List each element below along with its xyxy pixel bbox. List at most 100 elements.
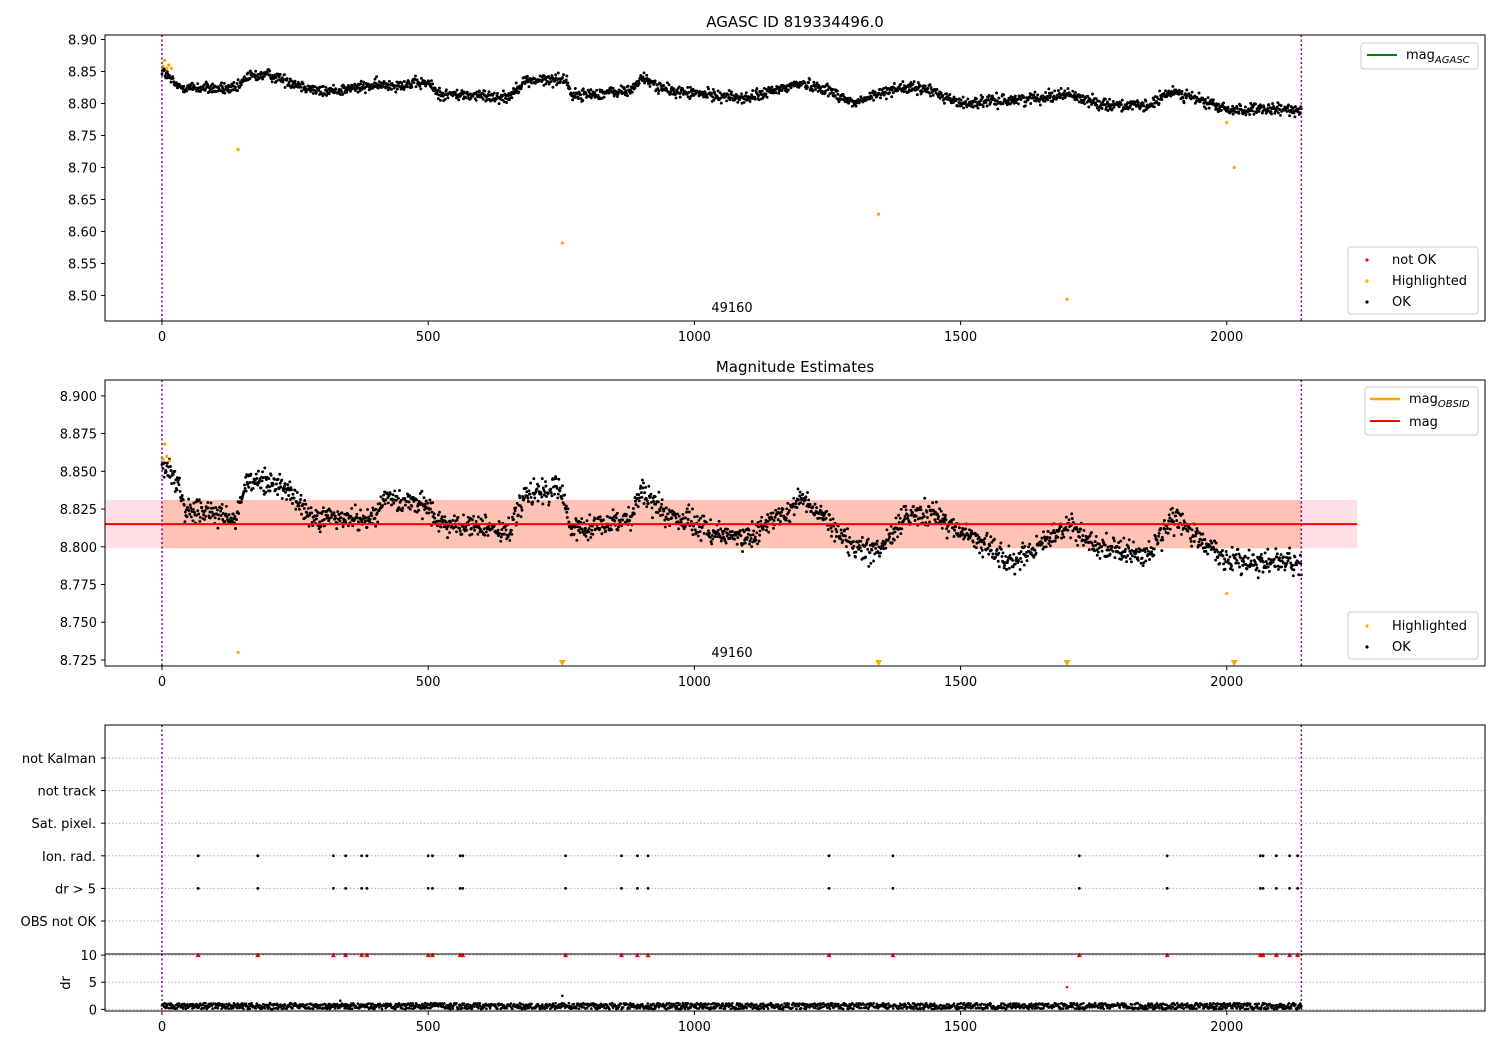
magnitude-ok-point [336,510,340,514]
magnitude-ok-point [1096,550,1100,554]
agasc-ok-point [1022,96,1026,100]
magnitude-ok-point [586,538,590,542]
magnitude-ok-point [818,516,822,520]
magnitude-ok-point [242,489,246,493]
obsid-legend-sub: OBSID [1438,399,1470,410]
magnitude-ok-point [824,516,828,520]
magnitude-ok-point [325,516,329,520]
magnitude-ok-point [510,532,514,536]
magnitude-ok-point [206,501,210,504]
agasc-ok-point [872,98,876,102]
agasc-ok-point [1108,97,1112,101]
agasc-ytick-label: 8.90 [68,33,97,48]
magnitude-ok-point [1148,558,1151,561]
agasc-highlighted-point [1232,165,1236,170]
magnitude-ok-point [384,498,388,502]
magnitude-ok-point [399,498,403,502]
magnitude-ok-point [796,487,800,491]
flag-point [620,887,623,890]
magnitude-ok-point [175,488,179,492]
magnitude-ok-point [883,541,887,545]
agasc-ok-point [656,92,660,95]
agasc-highlighted-point [876,212,881,216]
agasc-ok-point [577,97,580,101]
magnitude-ok-point [219,514,223,517]
agasc-ok-point [362,80,366,84]
magnitude-ok-point [631,507,635,510]
magnitude-ok-point [1166,526,1170,530]
magnitude-ok-point [251,486,255,490]
magnitude-ok-point [1297,573,1301,577]
agasc-ok-point [387,79,391,83]
magnitude-ok-point [636,505,640,509]
agasc-ok-point [528,76,532,80]
agasc-ok-point [985,104,989,108]
magnitude-ok-point [168,475,172,479]
magnitude-ok-point [1062,535,1066,539]
magnitude-ok-point [952,535,956,538]
agasc-ok-point [454,93,458,97]
agasc-ok-point [256,73,260,76]
magnitude-ok-point [317,511,321,515]
flag-point [196,854,200,858]
agasc-ok-point [265,71,269,75]
magnitude-ok-point [283,484,286,488]
magnitude-ok-point [392,501,396,505]
dr-ok-point [182,1007,185,1010]
magnitude-ok-point [685,507,689,511]
magnitude-ok-point [1011,558,1015,562]
magnitude-ok-point [807,498,811,502]
agasc-ok-point [725,99,729,103]
magnitude-ok-point [843,528,847,532]
dr-ok-point [235,1006,239,1010]
magnitude-ok-point [771,511,775,515]
magnitude-ok-point [754,538,758,542]
agasc-ok-point [1231,104,1235,108]
magnitude-ok-point [687,510,691,514]
magnitude-ok-point [172,481,176,485]
agasc-ok-point [1117,105,1121,109]
obsid-legend-mag: mag [1409,392,1438,407]
agasc-ok-point [777,91,781,95]
flag-point [891,887,895,890]
magnitude-ok-point [829,526,833,530]
agasc-ok-point [956,104,960,108]
magnitude-ok-point [996,559,1000,563]
magnitude-ok-point [312,518,316,522]
magnitude-ok-point [1020,560,1024,564]
agasc-ok-point [755,87,759,91]
magnitude-ok-point [1069,536,1073,540]
magnitude-ok-point [256,483,260,487]
magnitude-ok-point [1126,554,1130,558]
agasc-ok-point [915,93,919,97]
magnitude-ok-point [381,503,384,507]
magnitude-ok-point [243,483,246,487]
magnitude-ok-point [259,486,263,490]
agasc-ok-point [1204,107,1208,111]
magnitude-ok-point [1203,538,1207,541]
magnitude-ok-point [539,492,543,496]
magnitude-ok-point [191,519,195,523]
agasc-ok-point [163,68,167,72]
agasc-ok-point [174,81,178,85]
magnitude-ok-point [262,489,266,493]
magnitude-ok-point [900,527,904,531]
agasc-ok-point [569,91,573,95]
magnitude-ok-point [826,528,830,532]
agasc-ok-point [901,80,905,84]
agasc-highlighted-point [560,241,564,245]
agasc-legend-mag: mag [1406,48,1435,63]
magnitude-ok-point [1245,567,1249,571]
magnitude-ok-point [885,528,889,532]
agasc-ok-point [744,94,748,98]
magnitude-ok-point [1230,545,1234,549]
magnitude-ok-point [420,489,424,493]
agasc-ok-point [1090,103,1093,106]
agasc-ok-point [716,89,720,93]
magnitude-ok-point [1214,541,1218,545]
agasc-ok-point [1055,93,1059,97]
agasc-legend-top: magAGASC [1360,42,1479,70]
magnitude-ok-point [469,526,473,530]
magnitude-ok-point [169,465,172,468]
agasc-ok-point [909,81,913,85]
